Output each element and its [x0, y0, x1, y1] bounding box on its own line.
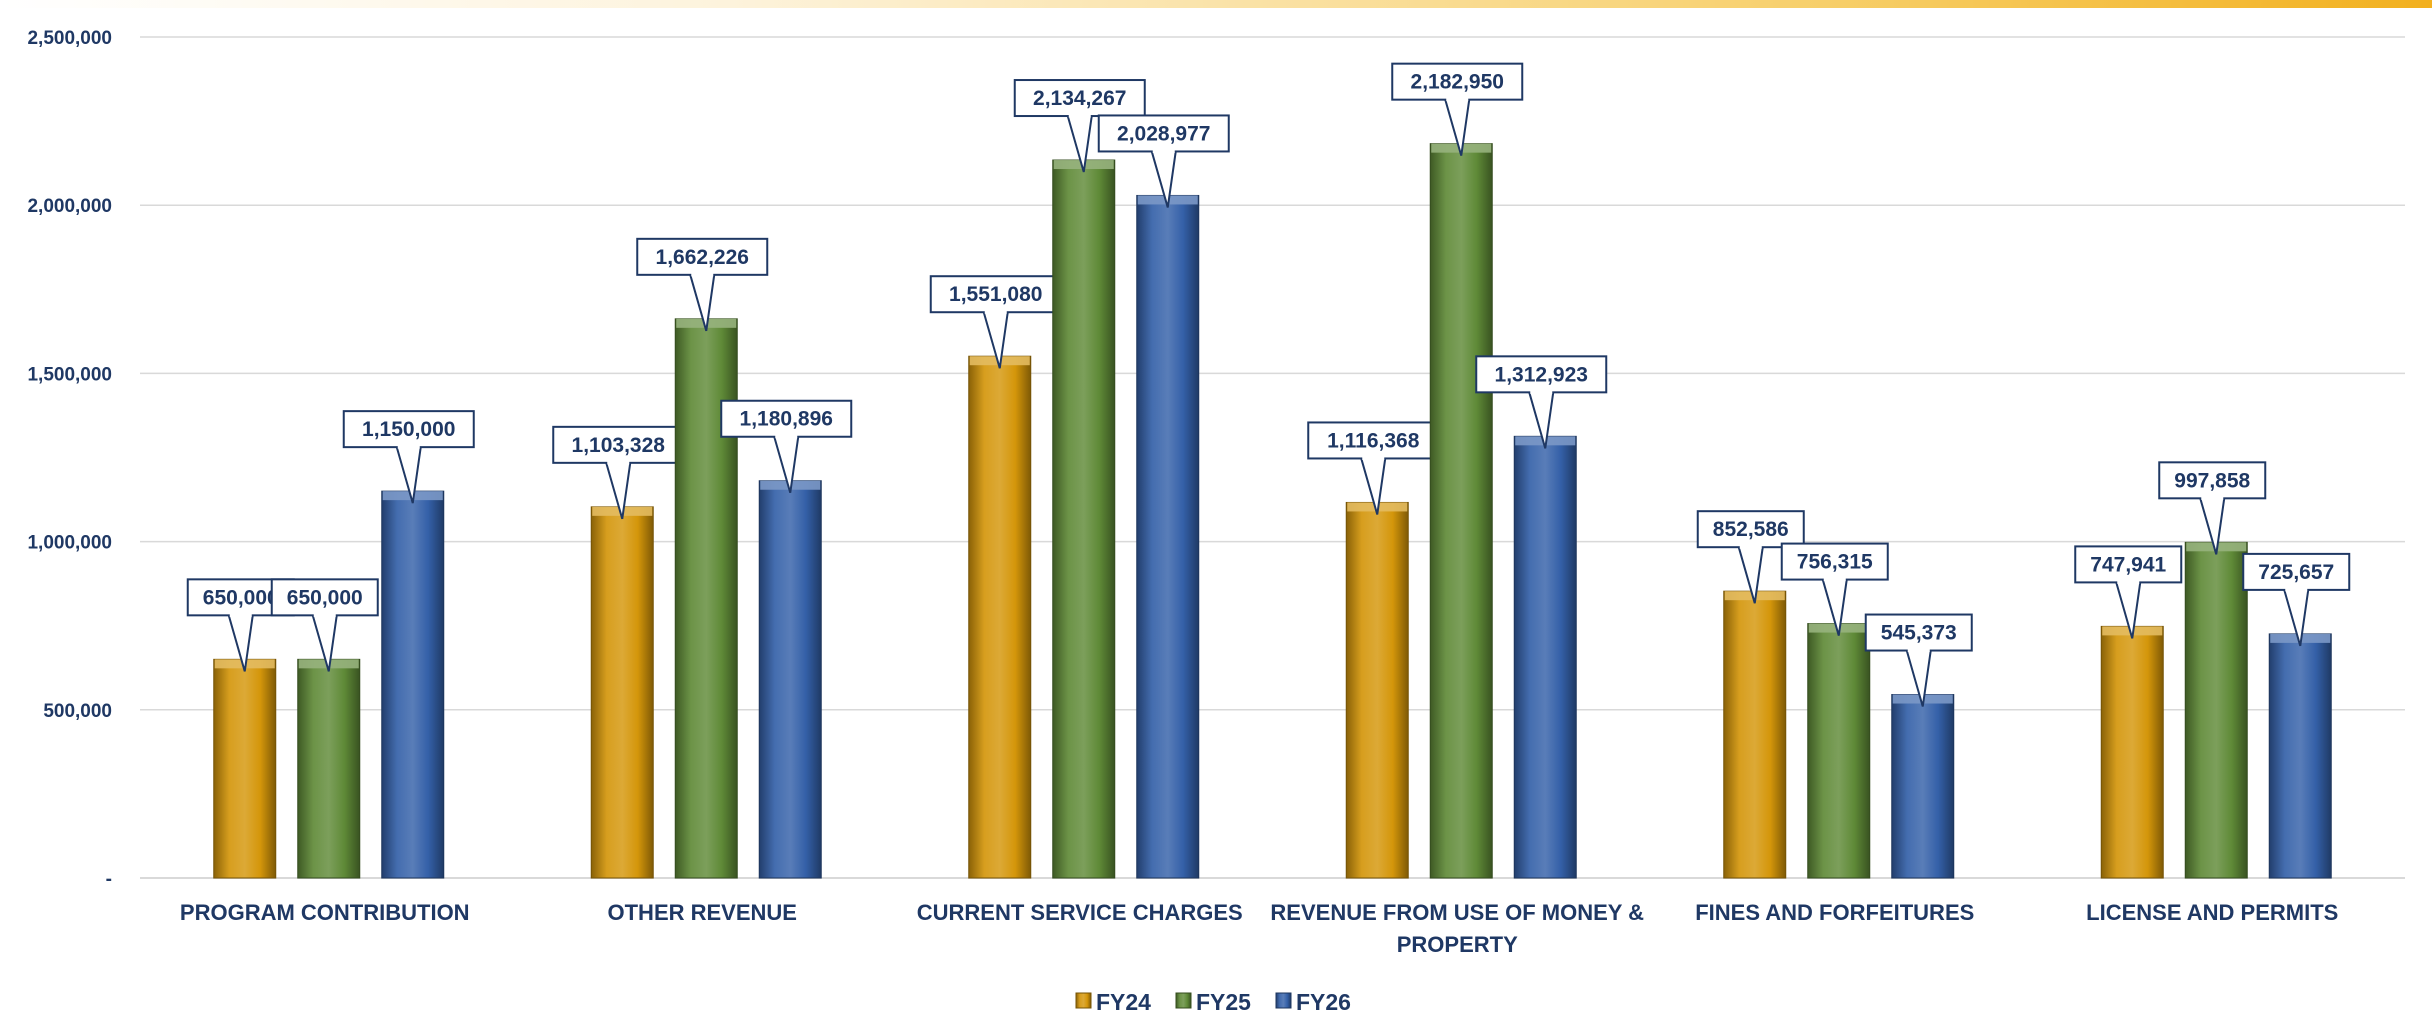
- data-label-box: [2074, 545, 2183, 584]
- bar-fy26: [1513, 435, 1577, 879]
- bar-fy24: [1345, 501, 1409, 879]
- bar-fy24: [213, 658, 277, 879]
- data-label-box: [929, 275, 1062, 314]
- data-label: 747,941: [2090, 553, 2166, 576]
- y-tick-label: 2,500,000: [27, 28, 112, 49]
- legend-label: FY26: [1296, 989, 1351, 1015]
- data-label: 1,180,896: [740, 408, 833, 431]
- bar-fy24: [968, 355, 1032, 879]
- bar-fy26: [758, 480, 822, 879]
- y-tick-label: 1,500,000: [27, 364, 112, 385]
- data-label: 852,586: [1713, 518, 1789, 541]
- x-category-label: OTHER REVENUE: [608, 900, 797, 925]
- legend-swatch-fy24: [1075, 992, 1092, 1009]
- data-label: 545,373: [1881, 622, 1957, 645]
- legend-label: FY25: [1196, 989, 1251, 1015]
- data-label-box: [636, 237, 769, 276]
- data-label: 650,000: [287, 586, 363, 609]
- bar-fy26: [2268, 633, 2332, 879]
- y-tick-label: 2,000,000: [27, 196, 112, 217]
- bar-fy24: [1723, 590, 1787, 879]
- x-category-label: CURRENT SERVICE CHARGES: [917, 900, 1243, 925]
- data-label: 1,551,080: [949, 283, 1042, 306]
- bar-fy24: [590, 506, 654, 879]
- data-label: 1,103,328: [572, 434, 666, 457]
- data-label: 1,150,000: [362, 418, 455, 441]
- data-label: 2,028,977: [1117, 122, 1210, 145]
- data-label: 2,134,267: [1033, 87, 1126, 110]
- data-label: 756,315: [1797, 551, 1873, 574]
- y-tick-label: -: [106, 869, 112, 890]
- bar-fy25: [1052, 159, 1116, 879]
- bar-fy25: [2184, 541, 2248, 879]
- legend-swatch-fy25: [1175, 992, 1192, 1009]
- x-category-label: FINES AND FORFEITURES: [1695, 900, 1974, 925]
- bar-fy25: [1429, 143, 1493, 879]
- data-label: 1,662,226: [656, 246, 749, 269]
- data-label-box: [2158, 461, 2267, 500]
- bar-fy26: [1136, 194, 1200, 879]
- bar-fy25: [1807, 623, 1871, 879]
- y-tick-label: 500,000: [43, 701, 112, 722]
- data-label: 997,858: [2174, 469, 2250, 492]
- data-label: 1,116,368: [1327, 429, 1420, 452]
- data-label: 725,657: [2258, 561, 2334, 584]
- data-label-box: [342, 410, 475, 449]
- legend-label: FY24: [1096, 989, 1151, 1015]
- data-label-box: [1391, 62, 1524, 101]
- data-label: 2,182,950: [1411, 71, 1504, 94]
- x-category-label: LICENSE AND PERMITS: [2086, 900, 2338, 925]
- bar-fy25: [297, 658, 361, 879]
- x-category-label: REVENUE FROM USE OF MONEY & PROPERTY: [1270, 900, 1644, 957]
- bar-fy24: [2100, 625, 2164, 879]
- legend-swatch-fy26: [1275, 992, 1292, 1009]
- x-category-label: PROGRAM CONTRIBUTION: [180, 900, 470, 925]
- top-accent-bar: [0, 0, 2432, 8]
- bar-fy26: [1891, 694, 1955, 879]
- data-label: 1,312,923: [1495, 363, 1588, 386]
- y-tick-label: 1,000,000: [27, 533, 112, 554]
- data-label-box: [1013, 79, 1146, 118]
- data-label-box: [1780, 542, 1889, 581]
- bar-fy26: [381, 490, 445, 879]
- data-label: 650,000: [203, 586, 279, 609]
